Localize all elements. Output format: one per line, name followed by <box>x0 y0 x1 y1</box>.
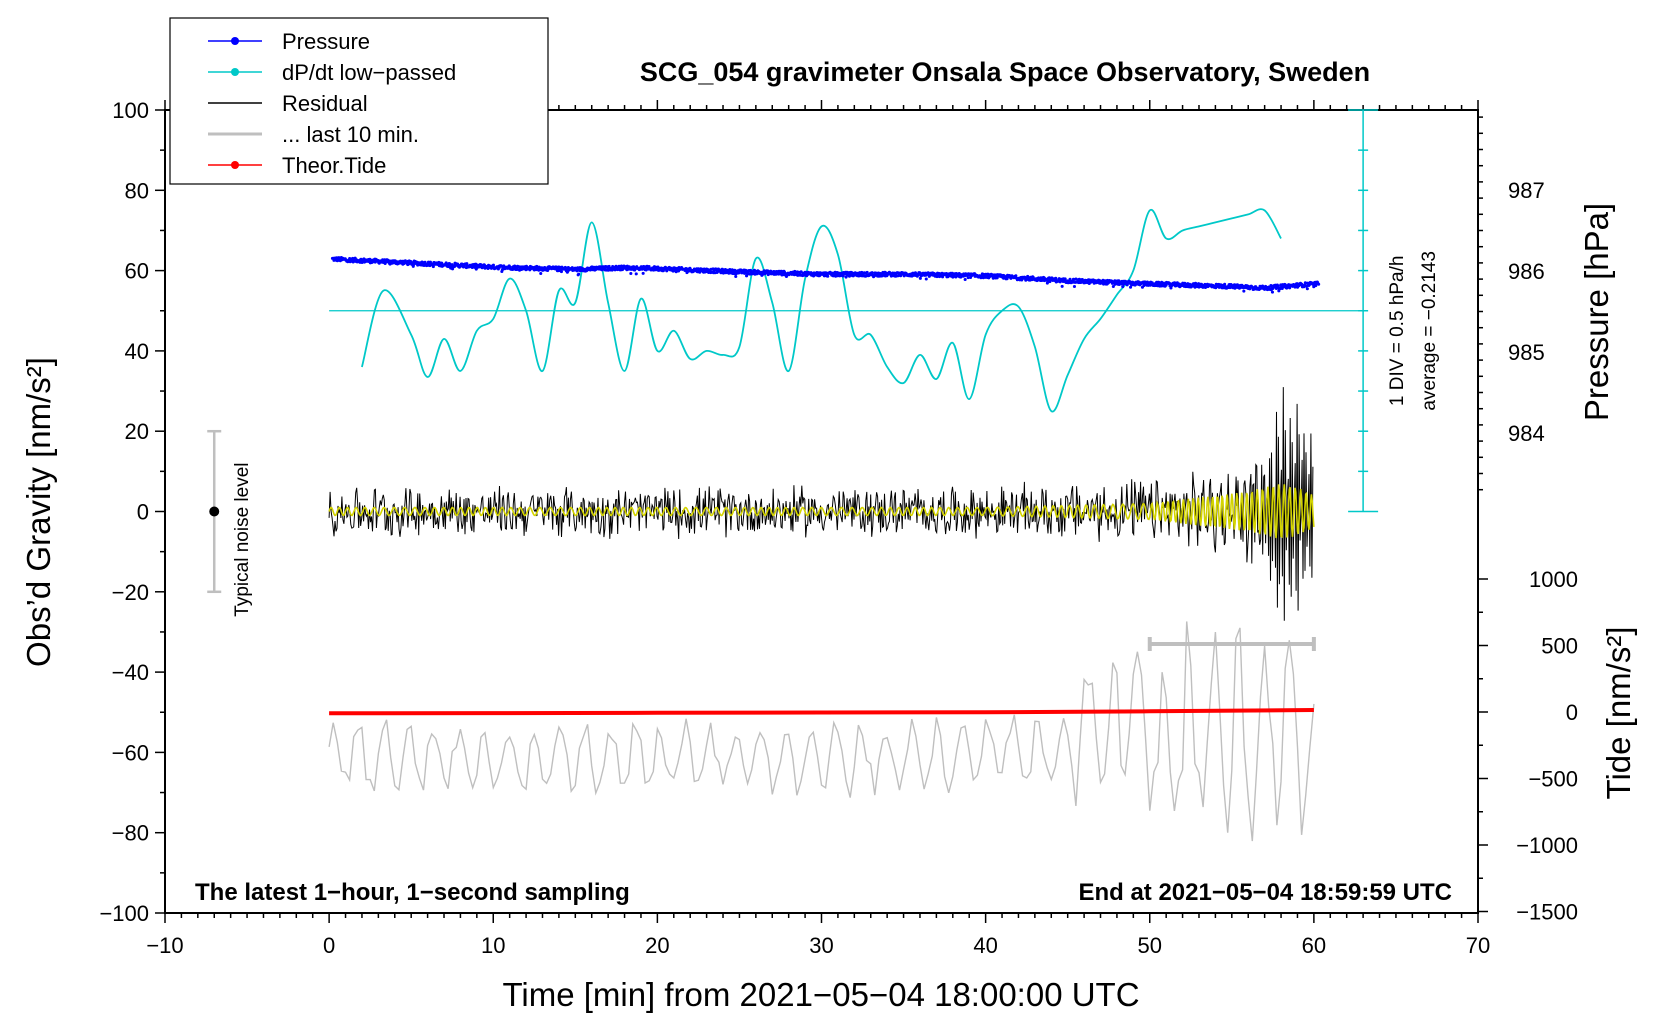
pressure-series-dots <box>330 256 1321 294</box>
y-tick-label: 100 <box>112 98 149 123</box>
pressure-tick-label: 987 <box>1508 178 1545 203</box>
legend-label: dP/dt low−passed <box>282 60 456 85</box>
tide-tick-label: 0 <box>1566 700 1578 725</box>
y-tick-label: 20 <box>125 419 149 444</box>
x-tick-label: 40 <box>973 933 997 958</box>
tide-tick-label: −1500 <box>1516 900 1578 925</box>
tide-tick-label: −1000 <box>1516 833 1578 858</box>
y-axis-label-left: Obs’d Gravity [nm/s²] <box>20 357 57 667</box>
x-tick-label: 20 <box>645 933 669 958</box>
y-tick-label: −60 <box>112 740 149 765</box>
chart-title: SCG_054 gravimeter Onsala Space Observat… <box>640 57 1370 87</box>
pressure-tick-label: 985 <box>1508 340 1545 365</box>
residual-series-line <box>328 387 1314 621</box>
y-tick-label: 40 <box>125 339 149 364</box>
dpdt-scale-label: 1 DIV = 0.5 hPa/h <box>1387 256 1408 407</box>
axes-layer: −10 0 10 20 30 40 50 60 70−100−80−60−40−20020406… <box>20 57 1637 1013</box>
noise-bar-center-dot <box>209 506 220 517</box>
annotation-layer: 1 DIV = 0.5 hPa/h average = −0.2143 Typica… <box>195 109 1452 906</box>
series-layer <box>328 208 1364 842</box>
legend-label: Pressure <box>282 29 370 54</box>
dpdt-series-line <box>361 208 1282 413</box>
y-tick-label: −40 <box>112 660 149 685</box>
pressure-tick-label: 986 <box>1508 259 1545 284</box>
legend-box <box>169 17 549 185</box>
bottom-left-note: The latest 1−hour, 1−second sampling <box>195 879 630 906</box>
y-tick-label: −20 <box>112 580 149 605</box>
pressure-tick-label: 984 <box>1508 421 1545 446</box>
y-tick-label: 60 <box>125 259 149 284</box>
legend-label: Theor.Tide <box>282 153 386 178</box>
y-tick-label: −100 <box>99 901 149 926</box>
y-axis-label-tide: Tide [nm/s²] <box>1600 627 1637 800</box>
tide-tick-label: −500 <box>1528 767 1578 792</box>
y-tick-label: −80 <box>112 821 149 846</box>
x-tick-label: 30 <box>809 933 833 958</box>
legend-label: Residual <box>282 91 368 116</box>
tide-tick-label: 1000 <box>1529 567 1578 592</box>
x-tick-label: 70 <box>1466 933 1490 958</box>
x-tick-label: 0 <box>323 933 335 958</box>
y-tick-label: 0 <box>137 500 149 525</box>
theor-tide-line <box>329 708 1314 716</box>
y-axis-label-pressure: Pressure [hPa] <box>1578 203 1615 421</box>
x-tick-label: 60 <box>1302 933 1326 958</box>
noise-bar-label: Typical noise level <box>232 463 253 617</box>
legend-swatch-dot <box>231 37 239 45</box>
bottom-right-note: End at 2021−05−04 18:59:59 UTC <box>1078 879 1452 906</box>
legend-label: ... last 10 min. <box>282 122 419 147</box>
y-tick-label: 80 <box>125 178 149 203</box>
last-10-min-line <box>328 621 1315 842</box>
x-tick-label: 50 <box>1138 933 1162 958</box>
dpdt-average-label: average = −0.2143 <box>1419 251 1440 411</box>
tide-tick-label: 500 <box>1541 634 1578 659</box>
legend-swatch-dot <box>231 161 239 169</box>
legend: Pressure dP/dt low−passed Residual ... last… <box>169 17 549 185</box>
x-tick-label: 10 <box>481 933 505 958</box>
x-tick-label: −10 <box>146 933 183 958</box>
x-axis-label: Time [min] from 2021−05−04 18:00:00 UTC <box>502 976 1139 1013</box>
legend-swatch-dot <box>231 68 239 76</box>
residual-lowpass-line <box>328 484 1315 539</box>
